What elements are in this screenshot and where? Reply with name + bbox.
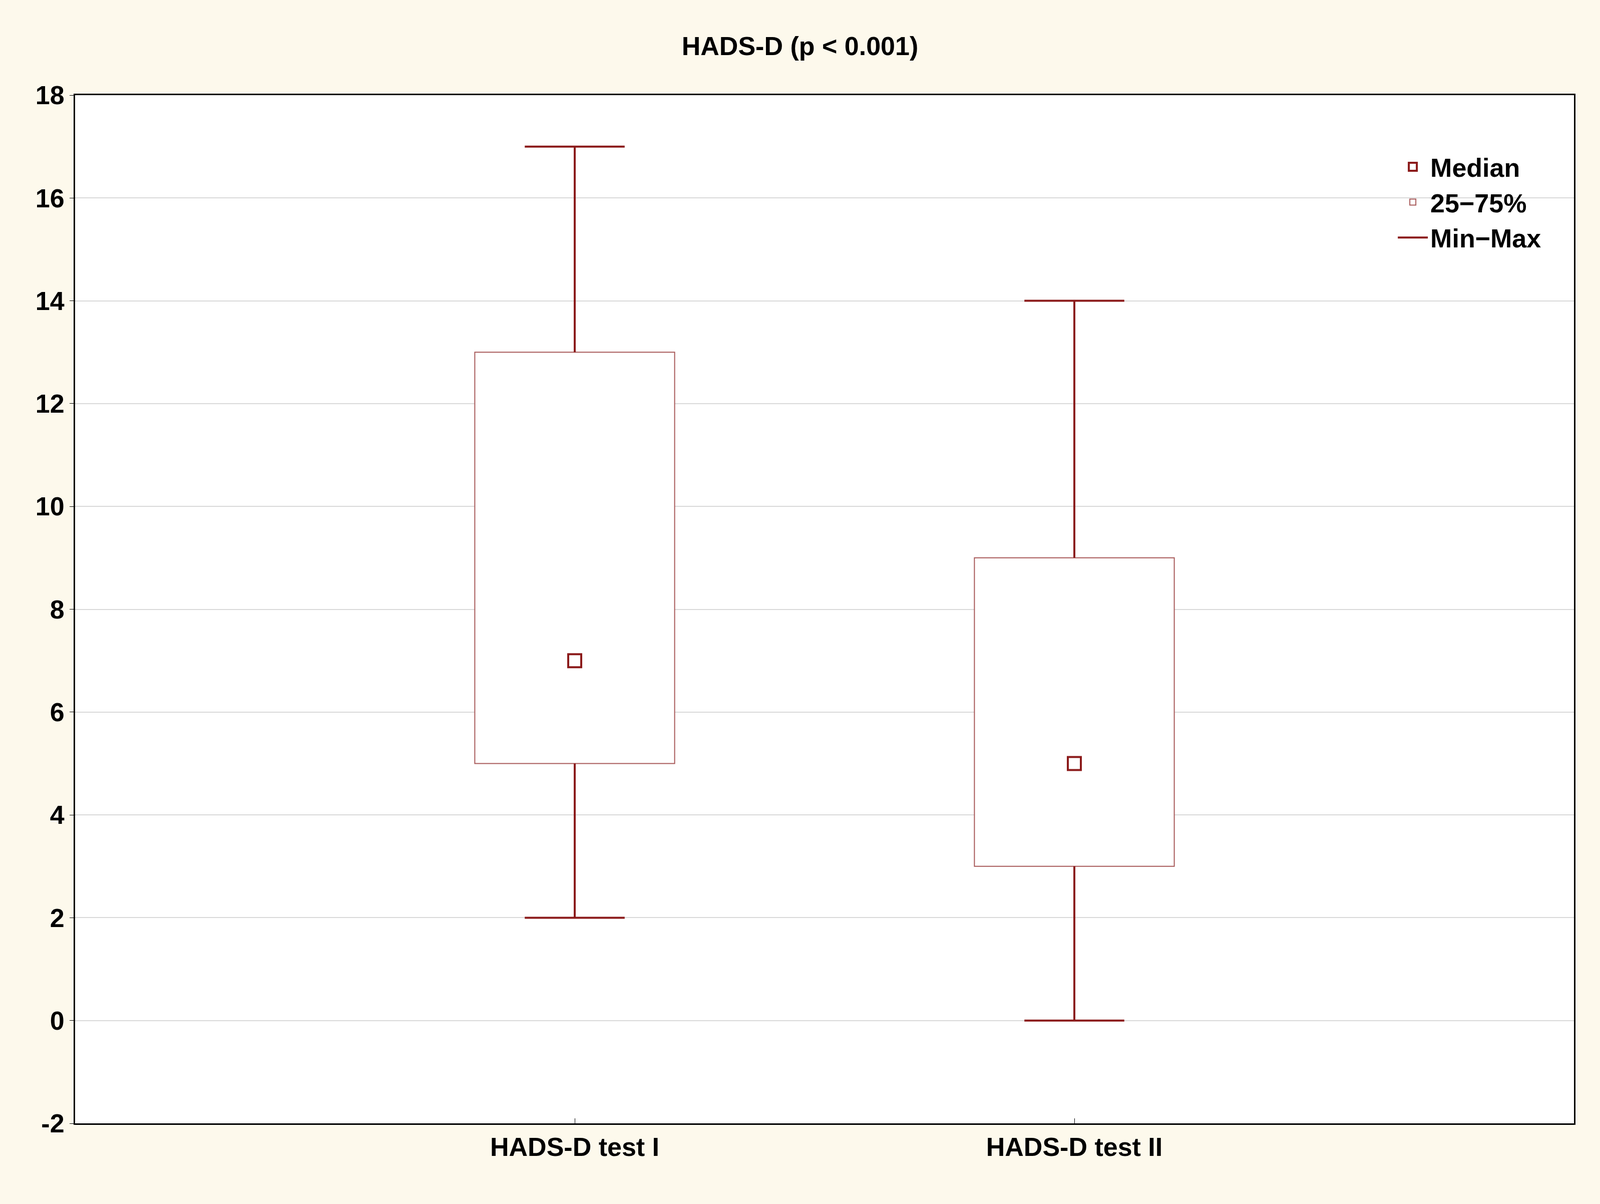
svg-text:HADS-D test II: HADS-D test II [986, 1131, 1163, 1161]
svg-text:0: 0 [50, 1005, 65, 1035]
svg-text:4: 4 [50, 800, 65, 830]
svg-text:6: 6 [50, 697, 65, 727]
svg-text:2: 2 [50, 903, 65, 933]
svg-text:8: 8 [50, 594, 65, 624]
svg-text:16: 16 [35, 183, 65, 213]
svg-text:14: 14 [35, 286, 65, 316]
svg-text:Median: Median [1430, 153, 1520, 183]
svg-text:Min−Max: Min−Max [1430, 223, 1541, 253]
svg-text:25−75%: 25−75% [1430, 188, 1527, 218]
svg-text:10: 10 [35, 491, 65, 521]
svg-text:HADS-D (p < 0.001): HADS-D (p < 0.001) [681, 31, 919, 61]
svg-text:12: 12 [35, 388, 65, 419]
svg-text:18: 18 [35, 80, 65, 110]
svg-text:HADS-D test I: HADS-D test I [490, 1131, 660, 1161]
svg-text:-2: -2 [41, 1108, 65, 1138]
